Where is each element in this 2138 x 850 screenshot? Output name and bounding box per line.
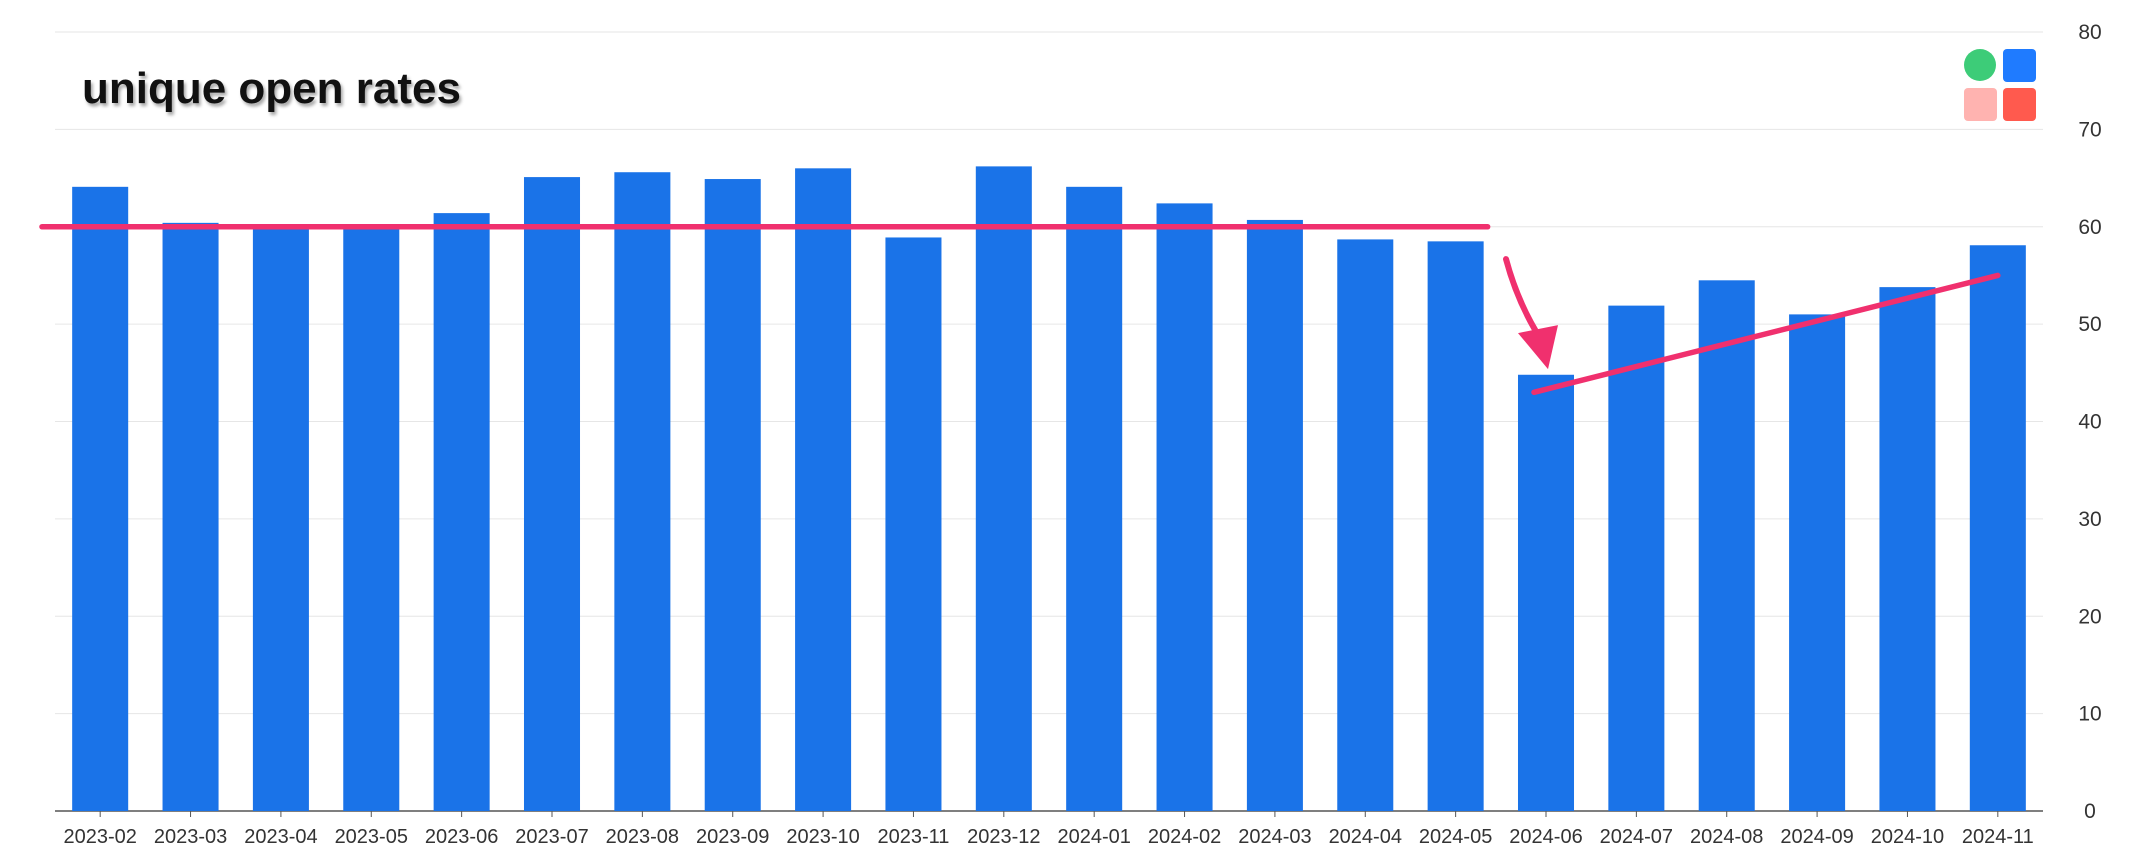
bar: [433, 213, 490, 811]
logo-circle-shape: [1964, 49, 1996, 81]
y-tick-label: 70: [2078, 118, 2101, 141]
arrow-annotation-head: [1518, 325, 1558, 370]
bar: [523, 177, 581, 811]
x-tick-label: 2023-12: [967, 826, 1040, 848]
bar: [1517, 374, 1575, 811]
bar: [252, 227, 309, 811]
y-tick-label: 20: [2078, 605, 2101, 628]
x-tick-label: 2023-11: [877, 826, 949, 848]
y-tick-label: 10: [2078, 703, 2101, 726]
y-tick-label: 0: [2084, 800, 2096, 823]
chart-title: unique open rates: [82, 64, 461, 113]
logo-red-shape: [2003, 88, 2036, 121]
bar: [162, 222, 219, 812]
x-tick-label: 2023-07: [515, 826, 588, 848]
app-logo-icon: [1964, 49, 2036, 121]
x-tick-label: 2024-05: [1419, 826, 1492, 848]
x-tick-label: 2023-05: [335, 826, 408, 848]
x-tick-label: 2023-09: [696, 826, 769, 848]
bar: [1337, 239, 1394, 811]
x-tick-label: 2023-10: [786, 826, 859, 848]
bar: [1608, 305, 1665, 811]
bar: [1156, 203, 1213, 811]
logo-pink-shape: [1964, 88, 1997, 121]
logo-plus-shape: [1990, 75, 2010, 95]
x-tick-label: 2024-01: [1057, 826, 1130, 848]
bar: [1789, 314, 1846, 811]
bar: [704, 179, 761, 811]
bar: [885, 237, 942, 811]
y-tick-label: 30: [2078, 508, 2101, 531]
logo-blue-shape: [2003, 49, 2036, 82]
bar: [1246, 219, 1303, 812]
x-tick-label: 2023-06: [425, 826, 498, 848]
bar: [343, 226, 400, 811]
y-tick-label: 80: [2078, 21, 2101, 44]
bar: [1698, 280, 1755, 811]
y-tick-label: 60: [2078, 216, 2101, 239]
bar: [795, 168, 852, 811]
x-tick-label: 2024-04: [1329, 826, 1402, 848]
bar: [72, 186, 129, 812]
x-tick-label: 2024-10: [1871, 826, 1944, 848]
bar: [1969, 245, 2026, 812]
x-tick-label: 2024-06: [1509, 826, 1582, 848]
bar: [614, 172, 671, 812]
x-tick-label: 2023-04: [244, 826, 317, 848]
x-tick-label: 2023-02: [63, 826, 136, 848]
x-tick-label: 2023-08: [606, 826, 679, 848]
x-tick-label: 2024-09: [1780, 826, 1853, 848]
arrow-annotation-shaft: [1503, 256, 1545, 345]
bar: [1879, 287, 1936, 811]
bar: [975, 166, 1032, 811]
bar: [1427, 241, 1484, 811]
bar: [1066, 186, 1123, 812]
x-tick-label: 2024-03: [1238, 826, 1311, 848]
x-tick-label: 2024-08: [1690, 826, 1763, 848]
x-tick-label: 2023-03: [154, 826, 227, 848]
x-tick-label: 2024-02: [1148, 826, 1221, 848]
trend-line-annotation: [1531, 272, 2001, 396]
x-tick-label: 2024-07: [1600, 826, 1673, 848]
x-tick-label: 2024-11: [1962, 826, 2034, 848]
y-tick-label: 40: [2078, 411, 2101, 434]
y-tick-label: 50: [2078, 313, 2101, 336]
